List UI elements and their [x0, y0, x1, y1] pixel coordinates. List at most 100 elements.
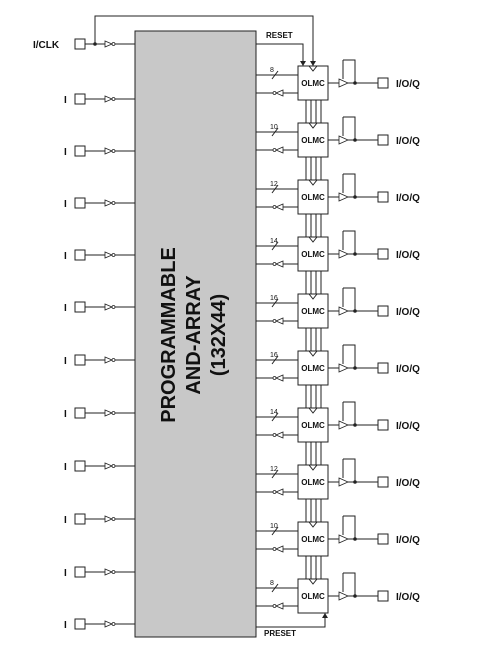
input-pin-label: I: [64, 568, 67, 579]
olmc-label: OLMC: [301, 250, 325, 259]
inverter-bubble: [272, 490, 277, 494]
input-pin-label: I: [64, 303, 67, 314]
bus-slash: [271, 184, 279, 194]
feedback-buffer-icon: [274, 431, 284, 439]
inverter-bubble: [111, 411, 116, 415]
pin-feedback-line: [343, 401, 356, 425]
bus-slash: [271, 70, 279, 80]
pin-box: [74, 407, 86, 419]
inverter-bubble: [272, 262, 277, 266]
pin-feedback-line: [343, 344, 356, 368]
input-pin-label: I: [64, 199, 67, 210]
io-pin-label: I/O/Q: [396, 307, 420, 318]
olmc-label: OLMC: [301, 79, 325, 88]
clock-notch-icon: [308, 578, 318, 585]
inverter-bubble: [111, 201, 116, 205]
output-buffer-icon: [338, 192, 349, 202]
input-buffer-icon: [104, 199, 114, 207]
inverter-bubble: [111, 358, 116, 362]
pin-box: [74, 93, 86, 105]
inverter-bubble: [272, 376, 277, 380]
feedback-buffer-icon: [274, 374, 284, 382]
io-pin-box: [377, 419, 389, 431]
input-pins: I/CLK I I I I I I I I I I I: [33, 38, 135, 631]
pin-feedback-line: [343, 515, 356, 539]
input-pin-label: I: [64, 620, 67, 631]
output-buffer-icon: [338, 78, 349, 88]
io-pin-box: [377, 134, 389, 146]
clock-notch-icon: [308, 179, 318, 186]
io-pin-box: [377, 305, 389, 317]
olmc-column: 8 OLMC I/O/Q 10 OLMC I/O/Q 12 OLMC I/O/Q 14 OLMC I/…: [256, 59, 420, 614]
output-buffer-icon: [338, 249, 349, 259]
olmc-label: OLMC: [301, 478, 325, 487]
io-pin-label: I/O/Q: [396, 364, 420, 375]
pin-box: [74, 145, 86, 157]
product-term-count: 14: [270, 409, 278, 416]
pin-feedback-line: [343, 230, 356, 254]
clock-notch-icon: [308, 236, 318, 243]
output-buffer-icon: [338, 534, 349, 544]
io-pin-label: I/O/Q: [396, 136, 420, 147]
input-pin-label: I: [64, 409, 67, 420]
inverter-bubble: [111, 517, 116, 521]
olmc-cell: 8 OLMC I/O/Q: [256, 572, 420, 614]
product-term-count: 8: [270, 67, 274, 74]
inverter-bubble: [111, 253, 116, 257]
product-term-count: 12: [270, 466, 278, 473]
io-pin-label: I/O/Q: [396, 79, 420, 90]
olmc-label: OLMC: [301, 307, 325, 316]
olmc-cell: 16 OLMC I/O/Q: [256, 344, 420, 386]
input-pin: I: [64, 197, 135, 210]
clock-route-line: [94, 15, 314, 66]
input-buffer-icon: [104, 303, 114, 311]
bus-slash: [271, 469, 279, 479]
io-pin-label: I/O/Q: [396, 592, 420, 603]
olmc-label: OLMC: [301, 136, 325, 145]
clock-notch-icon: [308, 65, 318, 72]
bus-slash: [271, 526, 279, 536]
reset-line: [256, 43, 304, 66]
clock-notch-icon: [308, 122, 318, 129]
output-buffer-icon: [338, 135, 349, 145]
io-pin-label: I/O/Q: [396, 421, 420, 432]
pin-feedback-line: [343, 173, 356, 197]
pin-box: [74, 566, 86, 578]
bus-slash: [271, 127, 279, 137]
olmc-label: OLMC: [301, 193, 325, 202]
and-array-title: PROGRAMMABLE: [158, 247, 180, 423]
inverter-bubble: [272, 547, 277, 551]
input-pin: I: [64, 618, 135, 631]
inverter-bubble: [111, 622, 116, 626]
wiring-layer: [93, 15, 328, 628]
bus-slash: [271, 412, 279, 422]
pin-feedback-line: [343, 287, 356, 311]
input-pin: I: [64, 354, 135, 367]
input-buffer-icon: [104, 620, 114, 628]
io-pin-label: I/O/Q: [396, 535, 420, 546]
pin-box: [74, 38, 86, 50]
product-term-count: 8: [270, 580, 274, 587]
inverter-bubble: [272, 319, 277, 323]
clock-notch-icon: [308, 350, 318, 357]
input-pin: I: [64, 566, 135, 579]
output-buffer-icon: [338, 306, 349, 316]
pin-box: [74, 197, 86, 209]
olmc-cell: 8 OLMC I/O/Q: [256, 59, 420, 101]
preset-line: [256, 613, 326, 628]
input-buffer-icon: [104, 40, 114, 48]
io-pin-box: [377, 362, 389, 374]
io-pin-box: [377, 533, 389, 545]
input-pin: I: [64, 301, 135, 314]
and-array-size: (132X44): [208, 294, 230, 376]
input-buffer-icon: [104, 95, 114, 103]
input-buffer-icon: [104, 515, 114, 523]
output-buffer-icon: [338, 591, 349, 601]
inverter-bubble: [111, 570, 116, 574]
input-pin-label: I/CLK: [33, 40, 60, 51]
feedback-buffer-icon: [274, 89, 284, 97]
input-buffer-icon: [104, 568, 114, 576]
pin-box: [74, 460, 86, 472]
clock-notch-icon: [308, 407, 318, 414]
output-buffer-icon: [338, 477, 349, 487]
